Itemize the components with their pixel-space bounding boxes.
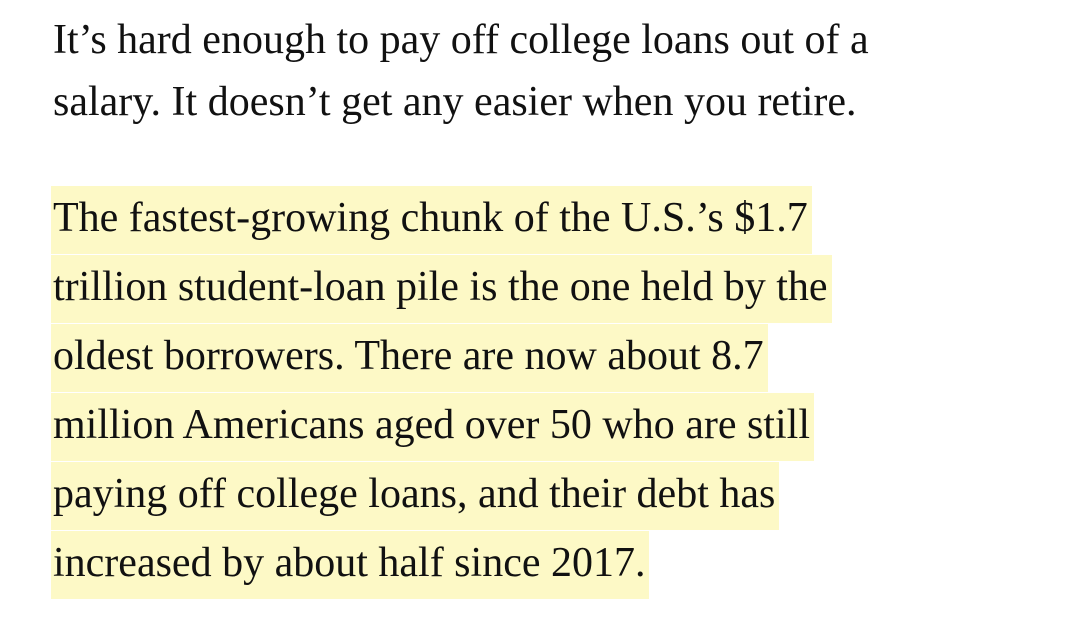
highlight-text[interactable]: paying off college loans, and their debt… (51, 462, 780, 530)
highlighted-paragraph[interactable]: The fastest-growing chunk of the U.S.’s … (51, 186, 1053, 600)
paragraph-line: salary. It doesn’t get any easier when y… (53, 79, 857, 125)
highlight-text[interactable]: The fastest-growing chunk of the U.S.’s … (51, 186, 812, 254)
article-body: It’s hard enough to pay off college loan… (51, 12, 1053, 600)
highlight-text[interactable]: increased by about half since 2017. (51, 531, 650, 599)
highlight-text[interactable]: million Americans aged over 50 who are s… (51, 393, 814, 461)
highlighted-line: oldest borrowers. There are now about 8.… (51, 324, 1053, 393)
intro-paragraph: It’s hard enough to pay off college loan… (53, 12, 1053, 136)
highlighted-line: million Americans aged over 50 who are s… (51, 393, 1053, 462)
highlighted-line: The fastest-growing chunk of the U.S.’s … (51, 186, 1053, 255)
highlighted-line: paying off college loans, and their debt… (51, 462, 1053, 531)
highlight-text[interactable]: oldest borrowers. There are now about 8.… (51, 324, 768, 392)
highlighted-line: trillion student-loan pile is the one he… (51, 255, 1053, 324)
paragraph-line: It’s hard enough to pay off college loan… (53, 17, 869, 63)
highlight-text[interactable]: trillion student-loan pile is the one he… (51, 255, 832, 323)
highlighted-line: increased by about half since 2017. (51, 531, 1053, 600)
